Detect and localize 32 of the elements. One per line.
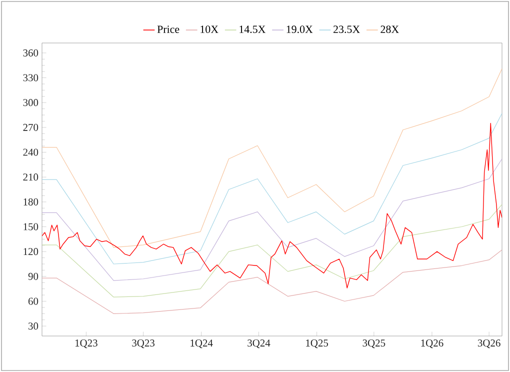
x-tick-label: 3Q25 bbox=[362, 340, 386, 348]
y-tick-label: 270 bbox=[23, 124, 38, 131]
x-tick-label: 3Q24 bbox=[248, 340, 270, 348]
line-series bbox=[42, 122, 502, 288]
line-series bbox=[42, 158, 502, 281]
x-tick-label: 3Q23 bbox=[132, 340, 154, 348]
x-tick-label: 1Q24 bbox=[190, 340, 213, 348]
line-series bbox=[42, 68, 502, 248]
legend-label: 19.0X bbox=[286, 26, 313, 34]
y-tick-label: 330 bbox=[23, 74, 38, 82]
x-tick-label: 3Q26 bbox=[478, 340, 500, 348]
legend-label: 14.5X bbox=[240, 26, 266, 34]
y-tick-label: 120 bbox=[24, 248, 38, 256]
line-series bbox=[42, 113, 502, 264]
x-tick-label: 1Q25 bbox=[306, 340, 328, 348]
y-tick-label: 240 bbox=[23, 148, 38, 156]
legend-label: 10X bbox=[200, 26, 218, 34]
legend-label: 23.5X bbox=[334, 26, 360, 34]
line-series bbox=[42, 204, 502, 298]
y-tick-label: 360 bbox=[23, 49, 38, 56]
line-series bbox=[42, 250, 502, 314]
y-tick-label: 210 bbox=[23, 174, 38, 181]
legend-label: 28X bbox=[380, 26, 399, 34]
y-tick-label: 60 bbox=[28, 298, 38, 305]
y-tick-label: 300 bbox=[23, 99, 38, 106]
y-tick-label: 90 bbox=[28, 272, 38, 280]
y-tick-label: 30 bbox=[28, 322, 38, 330]
x-tick-label: 1Q26 bbox=[421, 340, 444, 348]
legend-label: Price bbox=[157, 26, 180, 34]
x-tick-label: 1Q23 bbox=[75, 340, 98, 348]
y-tick-label: 180 bbox=[24, 198, 38, 206]
y-tick-label: 150 bbox=[24, 223, 38, 230]
